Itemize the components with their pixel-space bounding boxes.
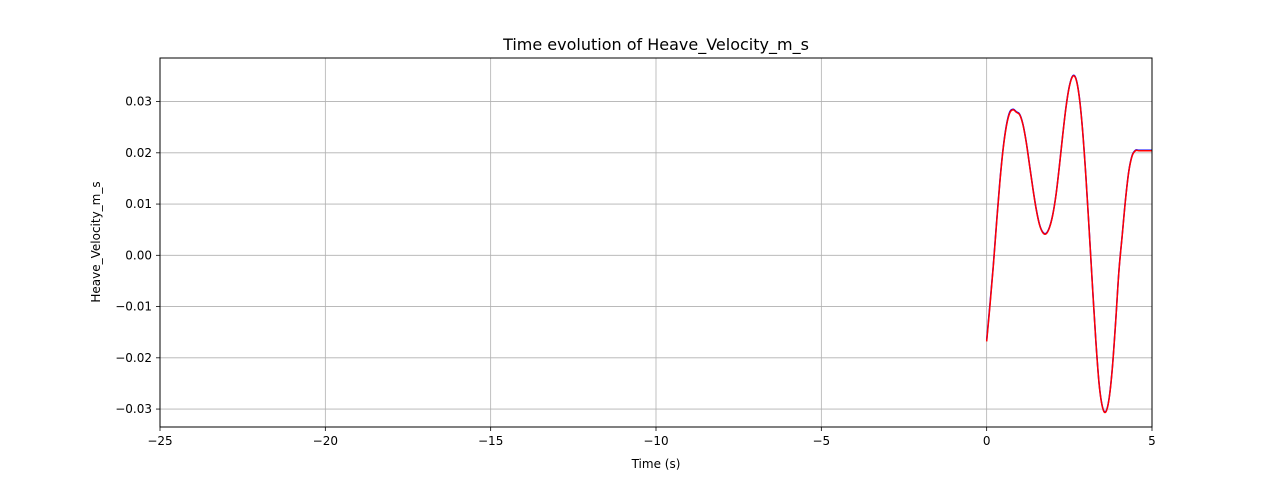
chart-title: Time evolution of Heave_Velocity_m_s	[502, 35, 809, 55]
y-tick-label: 0.00	[125, 248, 152, 262]
y-tick-label: 0.01	[125, 197, 152, 211]
y-tick-label: −0.01	[115, 300, 152, 314]
x-tick-label: −20	[313, 434, 338, 448]
y-tick-label: −0.03	[115, 402, 152, 416]
x-tick-label: 0	[983, 434, 991, 448]
x-tick-label: −15	[478, 434, 503, 448]
x-tick-label: −5	[812, 434, 830, 448]
y-tick-label: 0.02	[125, 146, 152, 160]
y-tick-label: −0.02	[115, 351, 152, 365]
grid	[159, 58, 1153, 427]
x-axis-ticks: −25 −20 −15 −10 −5 0 5	[147, 427, 1156, 448]
x-tick-label: −25	[147, 434, 172, 448]
series-layer	[985, 74, 1152, 414]
y-axis-label: Heave_Velocity_m_s	[89, 181, 103, 302]
y-axis-ticks: −0.03 −0.02 −0.01 0.00 0.01 0.02 0.03	[115, 95, 160, 416]
series-line-1	[985, 75, 1152, 414]
y-tick-label: 0.03	[125, 95, 152, 109]
x-axis-label: Time (s)	[631, 457, 681, 471]
x-tick-label: 5	[1148, 434, 1156, 448]
x-tick-label: −10	[643, 434, 668, 448]
